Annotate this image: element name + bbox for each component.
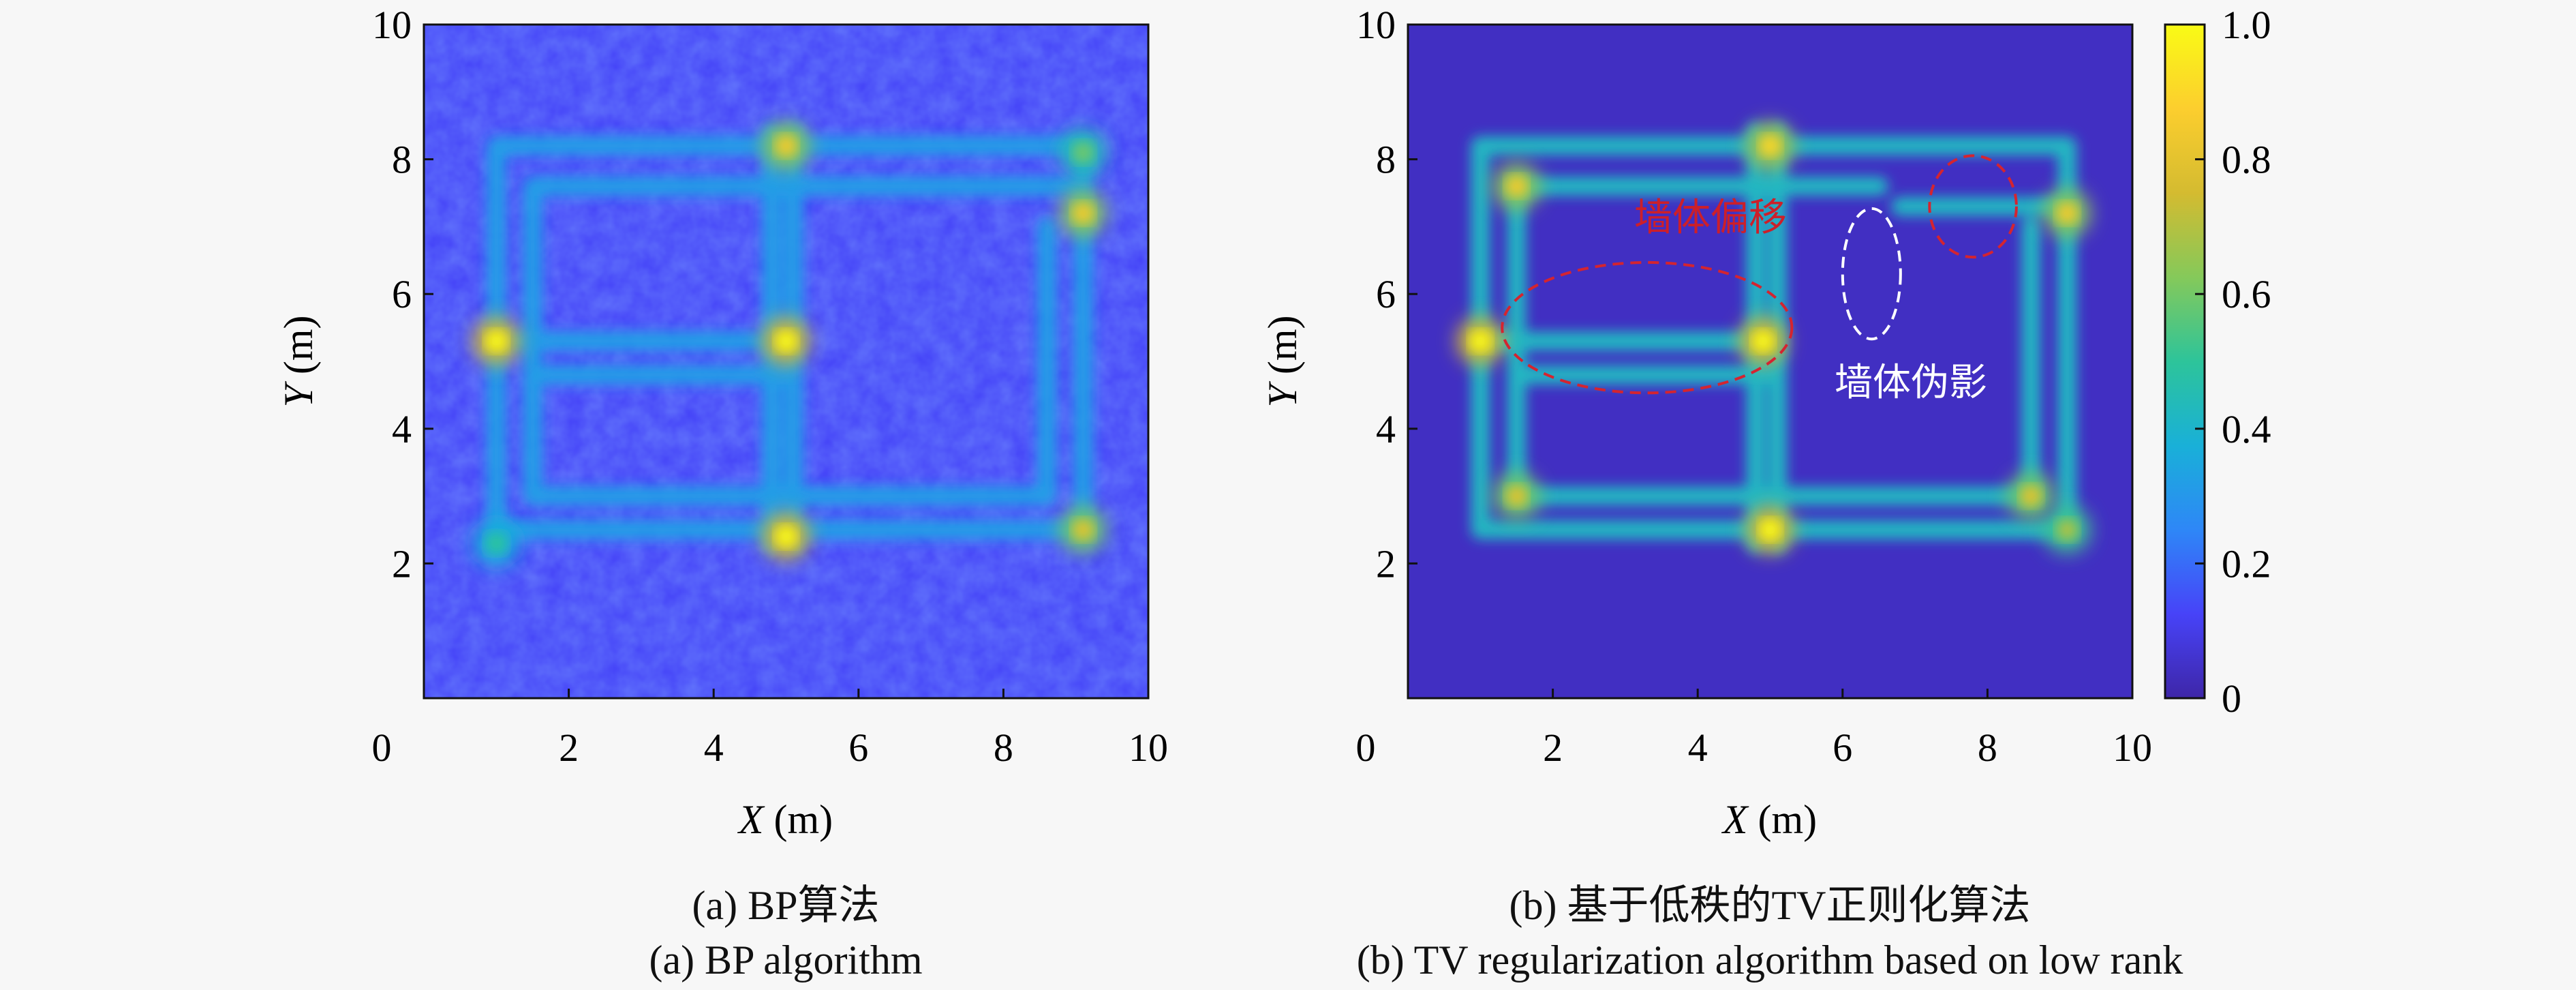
x-axis-label-a: X (m) xyxy=(737,797,833,842)
hotspot xyxy=(2057,520,2078,540)
x-tick-label: 8 xyxy=(994,725,1013,770)
plot-frame-b xyxy=(1407,23,2134,700)
colorbar-tick-label: 0.8 xyxy=(2222,138,2271,182)
y-tick-label: 2 xyxy=(1376,541,1396,586)
y-tick-label: 8 xyxy=(392,138,412,182)
x-tick-label: 10 xyxy=(2113,725,2152,770)
x-tick-label: 0 xyxy=(372,725,392,770)
hotspot xyxy=(2057,202,2078,224)
hotspot xyxy=(776,135,797,156)
x-tick-label: 0 xyxy=(1356,725,1376,770)
colorbar-tick-label: 0 xyxy=(2222,676,2241,721)
hotspot xyxy=(1506,176,1527,197)
y-tick-label: 4 xyxy=(1376,407,1396,451)
annotation-ellipse xyxy=(1501,260,1794,395)
annotation-ellipse xyxy=(1928,154,2018,259)
x-tick-label: 2 xyxy=(1543,725,1563,770)
caption-a-cn: (a) BP算法 xyxy=(692,883,880,928)
y-tick-label: 6 xyxy=(392,272,412,316)
caption-b-en: (b) TV regularization algorithm based on… xyxy=(1356,937,2183,982)
colorbar: 0 0.2 0.4 0.6 0.8 1.0 xyxy=(2164,3,2271,721)
hotspot xyxy=(1073,202,1094,224)
y-axis-label-a: Y (m) xyxy=(276,315,321,407)
y-tick-label: 8 xyxy=(1376,138,1396,182)
hotspot xyxy=(486,331,507,352)
hotspot xyxy=(776,526,797,547)
x-tick-label: 6 xyxy=(1833,725,1852,770)
hotspot xyxy=(486,532,507,554)
hotspot xyxy=(1760,135,1781,156)
colorbar-tick-label: 0.2 xyxy=(2222,541,2271,586)
annotation-wall-artifact: 墙体伪影 xyxy=(1835,361,1987,405)
y-axis-label-b: Y (m) xyxy=(1260,315,1305,407)
x-tick-label: 4 xyxy=(704,725,724,770)
hotspot xyxy=(1470,331,1491,352)
caption-a-en: (a) BP algorithm xyxy=(649,937,923,982)
heatmap-panel-b: 0 2 4 6 8 10 2 4 6 8 10 X (m) Y (m) 墙体偏移 墙体伪影 xyxy=(1260,3,2152,842)
x-tick-label: 4 xyxy=(1688,725,1708,770)
colorbar-gradient xyxy=(2164,23,2206,700)
x-tick-label: 6 xyxy=(848,725,868,770)
y-tick-label: 2 xyxy=(392,541,412,586)
plot-frame-a xyxy=(423,23,1150,700)
y-tick-label: 10 xyxy=(1356,3,1396,47)
hotspot xyxy=(776,331,797,352)
hotspot xyxy=(1506,485,1527,507)
x-tick-label: 2 xyxy=(559,725,579,770)
heatmap-panel-a: 0 2 4 6 8 10 2 4 6 8 10 X (m) Y (m) xyxy=(276,3,1168,842)
hotspot xyxy=(1752,331,1773,352)
y-tick-label: 4 xyxy=(392,407,412,451)
y-tick-label: 10 xyxy=(372,3,412,47)
annotation-ellipse xyxy=(1841,207,1902,341)
colorbar-tick-label: 0.4 xyxy=(2222,407,2271,451)
x-tick-label: 10 xyxy=(1129,725,1168,770)
colorbar-tick-label: 1.0 xyxy=(2222,3,2271,47)
y-tick-label: 6 xyxy=(1376,272,1396,316)
caption-b-cn: (b) 基于低秩的TV正则化算法 xyxy=(1509,883,2031,928)
hotspot xyxy=(1760,520,1781,540)
x-tick-label: 8 xyxy=(1978,725,1997,770)
colorbar-tick-label: 0.6 xyxy=(2222,272,2271,316)
hotspot xyxy=(2021,485,2042,507)
hotspot xyxy=(1073,142,1094,163)
hotspot xyxy=(1073,520,1094,540)
annotation-wall-offset: 墙体偏移 xyxy=(1634,196,1787,240)
x-axis-label-b: X (m) xyxy=(1721,797,1817,842)
